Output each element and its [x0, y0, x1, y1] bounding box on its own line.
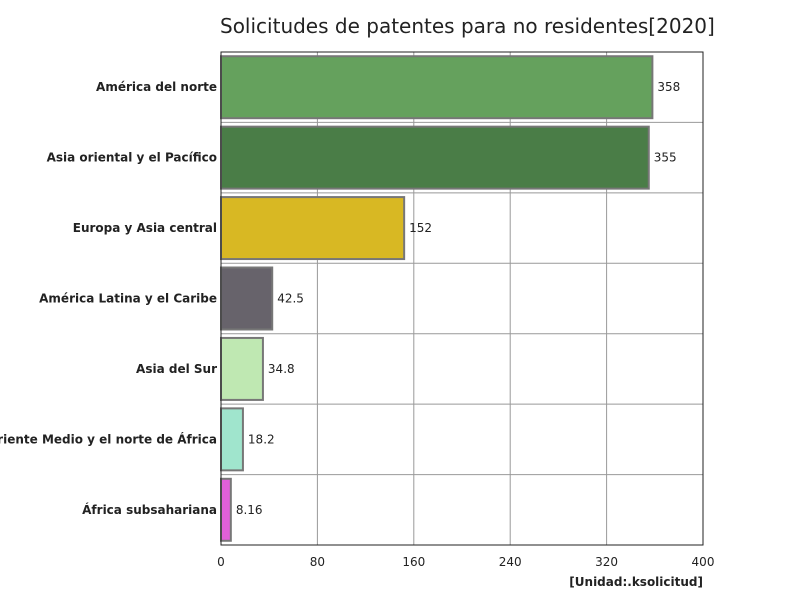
value-label: 42.5	[277, 292, 304, 306]
category-label: Oriente Medio y el norte de África	[0, 431, 217, 446]
value-label: 355	[654, 151, 677, 165]
bar[interactable]	[220, 407, 244, 472]
bar[interactable]	[220, 196, 406, 261]
bar[interactable]	[220, 55, 654, 120]
bar[interactable]	[220, 477, 232, 542]
chart-title: Solicitudes de patentes para no resident…	[220, 14, 715, 38]
category-labels: América del norte Asia oriental y el Pací…	[0, 80, 217, 517]
category-label: América Latina y el Caribe	[39, 292, 217, 306]
value-label: 18.2	[248, 432, 275, 446]
value-label: 34.8	[268, 362, 295, 376]
category-label: Asia oriental y el Pacífico	[47, 151, 217, 165]
x-tick-labels: 0 80 160 240 320 400	[217, 555, 714, 569]
category-label: América del norte	[96, 80, 217, 94]
value-label: 358	[657, 80, 680, 94]
x-tick-label: 320	[595, 555, 618, 569]
unit-label: [Unidad:.ksolicitud]	[569, 575, 703, 589]
bar-series	[220, 55, 654, 542]
category-label: Asia del Sur	[136, 362, 217, 376]
bar[interactable]	[220, 125, 650, 190]
x-tick-label: 80	[310, 555, 325, 569]
value-label: 152	[409, 221, 432, 235]
category-label: África subsahariana	[82, 502, 217, 517]
bar[interactable]	[220, 336, 264, 401]
x-tick-label: 0	[217, 555, 225, 569]
value-label: 8.16	[236, 503, 263, 517]
x-tick-label: 240	[499, 555, 522, 569]
category-label: Europa y Asia central	[73, 221, 217, 235]
x-tick-label: 400	[692, 555, 715, 569]
bar[interactable]	[220, 266, 274, 331]
x-tick-label: 160	[402, 555, 425, 569]
plot-frame	[220, 51, 704, 546]
value-labels: 358 355 152 42.5 34.8 18.2 8.16	[236, 80, 680, 517]
